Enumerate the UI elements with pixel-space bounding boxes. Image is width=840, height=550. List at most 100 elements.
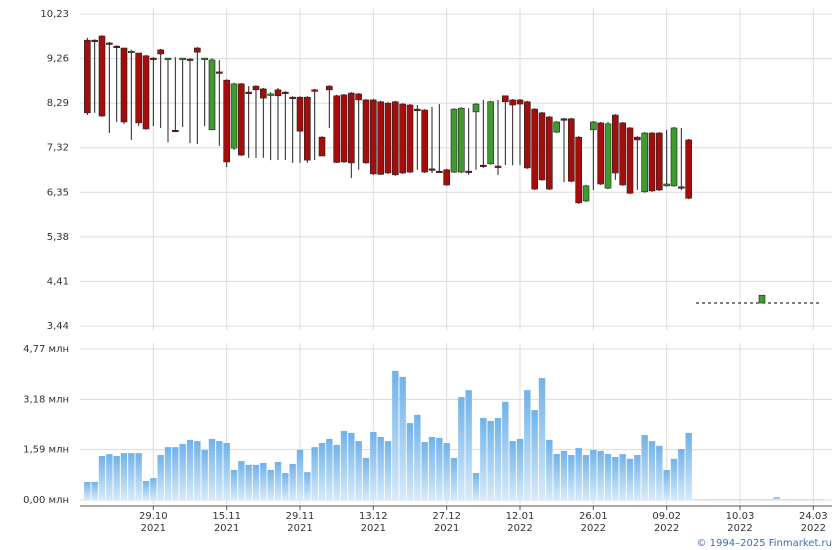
volume-bar — [766, 499, 773, 500]
candle-body — [465, 170, 472, 173]
candle-body — [516, 99, 524, 105]
candle-body — [186, 58, 194, 61]
volume-bar — [736, 499, 744, 500]
y-tick-label: 3,18 млн — [23, 394, 69, 405]
copyright[interactable]: © 1994–2025 Finmarket.ru — [696, 538, 832, 549]
candle-body — [648, 132, 656, 192]
candle-body — [450, 108, 458, 173]
volume-bar — [626, 458, 634, 500]
volume-bar — [568, 455, 575, 500]
volume-bar — [443, 443, 450, 500]
candle-body — [568, 118, 575, 182]
volume-bar — [406, 423, 414, 500]
volume-bar — [722, 499, 729, 500]
volume-bar — [384, 441, 392, 500]
candle-body — [509, 99, 516, 106]
volume-bar — [538, 378, 546, 500]
candle-body — [399, 103, 406, 174]
candle-body — [362, 99, 370, 164]
volume-bar — [260, 462, 267, 500]
volume-bar — [428, 437, 436, 500]
candle-body — [201, 57, 208, 60]
volume-bar — [421, 442, 428, 500]
candle-body — [223, 79, 230, 163]
volume-bar — [634, 455, 641, 500]
candle-body — [311, 89, 318, 92]
volume-bar — [333, 444, 340, 500]
candle-body — [179, 57, 186, 60]
volume-bar — [120, 453, 128, 500]
candle-body — [531, 108, 538, 190]
x-tick-year: 2022 — [727, 523, 752, 534]
x-tick-year: 2022 — [507, 523, 532, 534]
y-tick-label: 10,23 — [40, 9, 69, 20]
volume-bar — [516, 438, 524, 500]
candle-body — [91, 39, 98, 42]
y-tick-label: 8,29 — [47, 98, 69, 109]
volume-bar — [700, 499, 707, 500]
volume-bar — [128, 453, 135, 500]
volume-bar — [472, 473, 480, 500]
volume-bar — [509, 441, 516, 500]
volume-bar — [304, 472, 311, 500]
x-tick-label: 24.03 — [799, 511, 828, 522]
y-tick-label: 4,41 — [47, 276, 69, 287]
candle-body — [355, 93, 362, 101]
candle-body — [194, 47, 201, 53]
candle-body — [164, 57, 172, 60]
volume-bar — [311, 447, 318, 500]
volume-bar — [245, 464, 252, 500]
volume-bar — [465, 390, 472, 500]
candle-body — [443, 169, 450, 186]
volume-bar — [377, 437, 384, 500]
candle-body — [326, 85, 333, 91]
volume-bar — [494, 418, 502, 500]
candle-body — [260, 88, 267, 99]
y-tick-label: 7,32 — [47, 143, 69, 154]
candle-body — [524, 101, 531, 169]
volume-bar — [590, 449, 597, 500]
candle-body — [274, 89, 282, 97]
volume-bar — [648, 441, 656, 500]
candle-body — [392, 101, 399, 176]
volume-bar — [531, 410, 538, 500]
volume-bar — [194, 441, 201, 500]
candle-body — [384, 102, 392, 174]
candle-body — [458, 107, 465, 173]
candle-body — [230, 83, 238, 149]
y-tick-label: 5,38 — [47, 232, 69, 243]
x-tick-label: 13.12 — [359, 511, 388, 522]
x-tick-year: 2022 — [801, 523, 826, 534]
volume-bar — [597, 450, 604, 500]
y-tick-label: 6,35 — [47, 187, 69, 198]
candle-body — [634, 136, 641, 141]
volume-bar — [656, 445, 663, 500]
candle-body — [590, 121, 597, 131]
volume-bar — [780, 499, 788, 500]
candle-body — [597, 122, 604, 185]
volume-bar — [201, 449, 208, 500]
volume-bar — [113, 455, 120, 500]
volume-bar — [230, 469, 238, 500]
candle-body — [128, 50, 135, 54]
volume-bar — [223, 443, 230, 500]
candle-body — [150, 57, 157, 60]
volume-bar — [810, 499, 817, 500]
volume-bar — [362, 457, 370, 500]
candle-body — [656, 132, 663, 191]
x-tick-year: 2021 — [287, 523, 312, 534]
volume-bar — [289, 463, 296, 500]
volume-bar — [179, 443, 186, 500]
candle-body — [670, 127, 678, 187]
volume-bar — [84, 481, 91, 500]
candle-body — [377, 101, 384, 175]
candle-body — [238, 83, 245, 156]
candle-body — [142, 55, 150, 130]
x-tick-year: 2021 — [361, 523, 386, 534]
candle-body — [575, 136, 582, 204]
y-tick-label: 0,00 млн — [23, 495, 69, 506]
candle-body — [245, 91, 252, 94]
x-tick-label: 29.10 — [139, 511, 168, 522]
volume-bar — [795, 499, 802, 500]
